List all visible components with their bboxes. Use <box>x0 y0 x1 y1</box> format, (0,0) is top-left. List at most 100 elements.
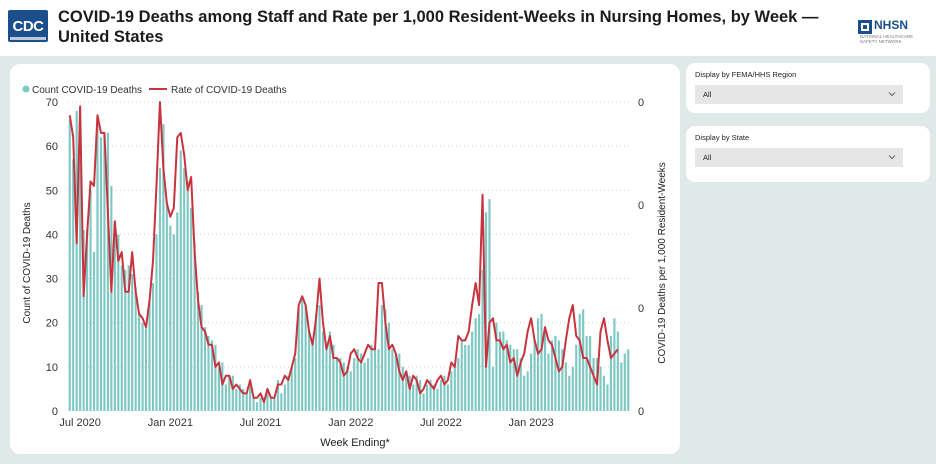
count-bar <box>530 353 533 411</box>
count-bar <box>523 375 526 411</box>
x-tick-label: Jul 2020 <box>59 417 101 429</box>
state-dropdown-value: All <box>703 153 712 162</box>
count-bar <box>484 212 488 411</box>
count-bar <box>346 366 349 411</box>
header: CDC COVID-19 Deaths among Staff and Rate… <box>0 0 936 56</box>
nhsn-logo: NHSN NATIONAL HEALTHCARE SAFETY NETWORK <box>858 18 930 44</box>
cdc-logo-underline <box>10 37 46 40</box>
count-bar <box>495 322 498 411</box>
count-bar <box>290 366 293 411</box>
count-bar <box>214 344 217 411</box>
count-bar <box>620 362 623 411</box>
count-bar <box>356 349 359 411</box>
count-bar <box>203 327 207 411</box>
count-bar <box>384 309 387 411</box>
count-bar <box>606 384 609 411</box>
count-bar <box>481 269 484 411</box>
count-bar <box>377 349 380 411</box>
count-bar <box>106 132 109 411</box>
count-bar <box>138 313 141 411</box>
count-bar <box>96 115 99 412</box>
count-bar <box>516 349 519 411</box>
count-bar <box>582 309 585 411</box>
count-bar <box>599 366 602 411</box>
count-bar <box>502 331 505 411</box>
y2-tick-label: 0 <box>638 97 644 109</box>
count-bar <box>332 344 335 411</box>
nhsn-logo-text: NHSN <box>874 18 909 32</box>
chart-legend: Count COVID-19 Deaths Rate of COVID-19 D… <box>22 85 287 96</box>
count-bar <box>113 238 116 411</box>
count-bar <box>207 335 210 411</box>
y2-axis-ticks: 0 0 0 0 <box>638 97 644 418</box>
count-bar <box>193 243 196 411</box>
count-bar <box>169 225 172 411</box>
x-tick-label: Jan 2021 <box>148 417 193 429</box>
nhsn-logo-subtext: NATIONAL HEALTHCARE SAFETY NETWORK <box>860 34 914 44</box>
count-bar <box>360 353 363 411</box>
count-bar <box>464 344 467 411</box>
count-bar <box>571 366 574 411</box>
count-bar <box>72 159 75 411</box>
count-bar <box>200 305 203 411</box>
count-bar <box>339 358 342 411</box>
count-bar <box>197 291 200 411</box>
y2-axis-title: COVID-19 Deaths per 1,000 Resident-Weeks <box>657 162 668 364</box>
count-bar <box>457 358 460 411</box>
count-bar <box>82 230 85 411</box>
count-bar <box>471 331 474 411</box>
count-bar <box>221 362 224 411</box>
count-bar <box>394 353 397 411</box>
count-bar <box>249 380 252 411</box>
bar-series <box>68 110 630 412</box>
region-dropdown[interactable]: All <box>695 85 903 104</box>
count-bar <box>557 340 560 411</box>
page-title: COVID-19 Deaths among Staff and Rate per… <box>58 8 819 46</box>
count-bar <box>321 331 325 411</box>
count-bar <box>183 168 186 411</box>
cdc-logo-text: CDC <box>12 17 45 35</box>
state-dropdown[interactable]: All <box>695 148 903 167</box>
count-bar <box>266 388 269 411</box>
count-bar <box>235 388 238 411</box>
count-bar <box>165 203 168 411</box>
count-bar <box>405 371 408 411</box>
count-bar <box>488 199 491 411</box>
count-bar <box>89 190 92 411</box>
y-tick-label: 50 <box>46 185 58 197</box>
count-bar <box>526 371 529 411</box>
count-bar <box>373 349 377 411</box>
count-bar <box>550 340 554 411</box>
count-bar <box>273 397 276 411</box>
count-bar <box>370 344 373 411</box>
y-axis-ticks: 0 10 20 30 40 50 60 70 <box>46 97 58 418</box>
count-bar <box>512 349 515 411</box>
x-tick-label: Jul 2022 <box>420 417 462 429</box>
x-tick-label: Jan 2022 <box>328 417 373 429</box>
count-bar <box>543 327 547 411</box>
nhsn-mark-icon <box>858 20 872 34</box>
count-bar <box>86 230 89 411</box>
count-bar <box>589 335 592 411</box>
count-bar <box>151 282 155 411</box>
count-bar <box>176 212 179 411</box>
count-bar <box>491 366 495 411</box>
count-bar <box>616 331 619 411</box>
count-bar <box>474 318 477 411</box>
count-bar <box>436 388 439 411</box>
count-bar <box>609 335 612 411</box>
count-bar <box>453 366 456 411</box>
count-bar <box>148 300 151 411</box>
count-bar <box>391 349 394 411</box>
count-bar <box>301 296 304 411</box>
count-bar <box>92 252 96 411</box>
combo-chart: Count COVID-19 Deaths Rate of COVID-19 D… <box>22 85 668 449</box>
count-bar <box>311 340 314 411</box>
count-bar <box>179 150 182 411</box>
y2-tick-label: 0 <box>638 303 644 315</box>
count-bar <box>308 331 311 411</box>
count-bar <box>627 349 630 411</box>
count-bar <box>509 344 512 411</box>
count-bar <box>353 358 356 411</box>
count-bar <box>252 397 255 411</box>
